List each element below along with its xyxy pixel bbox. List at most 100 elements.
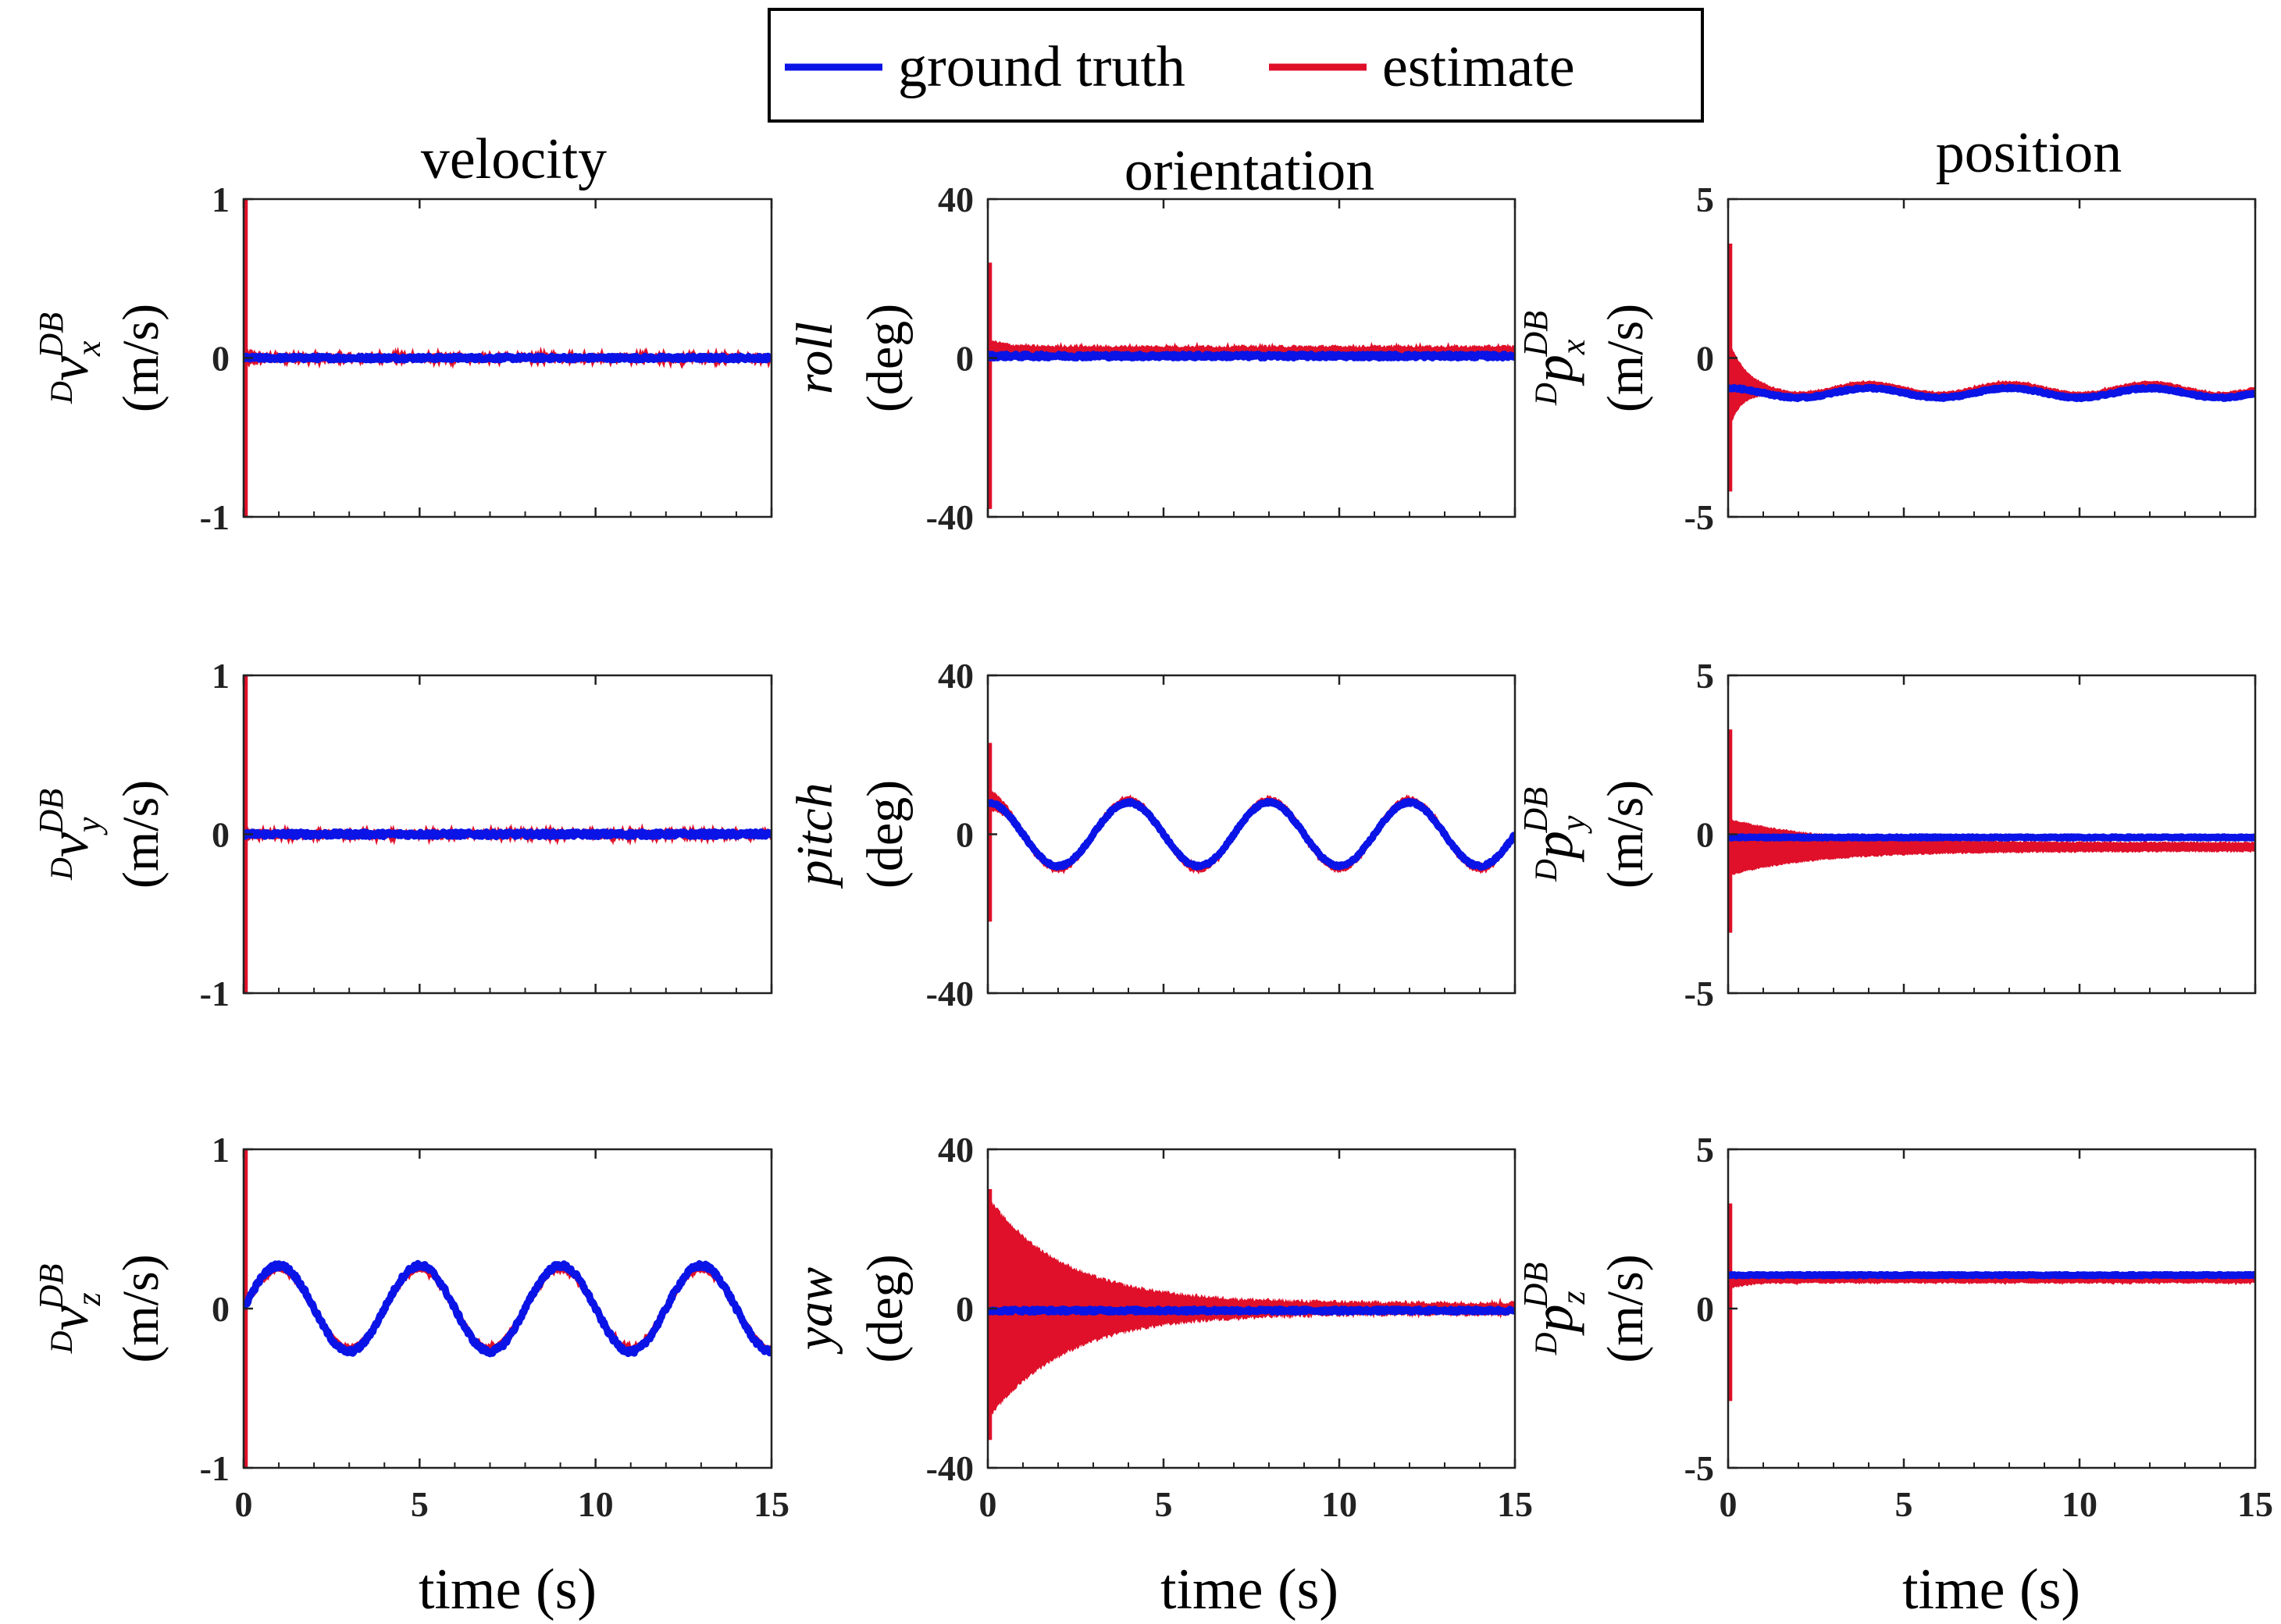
y-axis-unit: (m/s) [112, 1254, 169, 1362]
y-axis-label-pitch: pitch (deg) [786, 780, 914, 889]
y-axis-label-pz: DpzDB (m/s) [1517, 1254, 1654, 1362]
y-axis-symbol: yaw [786, 1267, 843, 1355]
x-tick-label: 5 [411, 1484, 429, 1524]
x-tick-label: 0 [979, 1484, 997, 1524]
panel-vy: -1 0 1 DvyDB (m/s) [32, 656, 773, 1013]
x-axis-label-position: time (s) [1902, 1558, 2080, 1622]
x-tick-label: 5 [1155, 1484, 1173, 1524]
y-axis-symbol: DvzDB [32, 1264, 108, 1355]
y-tick-label: 40 [938, 180, 974, 219]
estimate-line-pz [1728, 1273, 2255, 1286]
x-axis-label-velocity: time (s) [419, 1558, 597, 1622]
ground-truth-line-pitch [988, 797, 1515, 871]
y-axis-symbol: DpxDB [1517, 311, 1592, 406]
plot-area-pz [1728, 1149, 2255, 1468]
plot-area-px [1728, 199, 2255, 517]
y-tick-label: -40 [926, 1448, 974, 1488]
x-tick-label: 10 [1321, 1484, 1357, 1524]
estimate-line-py [1728, 840, 2255, 853]
y-axis-unit: (m/s) [1597, 1254, 1654, 1362]
plot-content-px [1728, 243, 2255, 492]
ground-truth-line-yaw [988, 1305, 1515, 1316]
x-tick-label: 10 [2062, 1484, 2097, 1524]
ground-truth-line-py [1728, 833, 2255, 842]
y-axis-label-yaw: yaw (deg) [786, 1254, 914, 1362]
panel-px: -5 0 5 DpxDB (m/s) [1517, 180, 2257, 537]
y-axis-label-vz: DvzDB (m/s) [32, 1254, 169, 1362]
y-axis-symbol: roll [786, 322, 843, 394]
plot-content-pz [1728, 1203, 2255, 1401]
y-axis-label-vy: DvyDB (m/s) [32, 780, 169, 889]
y-axis-unit: (m/s) [112, 780, 169, 889]
y-axis-unit: (deg) [857, 304, 914, 412]
y-tick-label: 1 [212, 180, 230, 219]
column-title-velocity: velocity [421, 127, 607, 191]
y-tick-label: 1 [212, 656, 230, 696]
y-tick-label: -40 [926, 974, 974, 1013]
y-tick-label: 40 [938, 656, 974, 696]
column-title-position: position [1936, 121, 2122, 185]
y-tick-label: 5 [1696, 180, 1714, 219]
plot-area-vz [244, 1149, 772, 1468]
y-axis-label-roll: roll (deg) [786, 304, 914, 412]
y-tick-label: -5 [1684, 497, 1714, 537]
panel-py: -5 0 5 DpyDB (m/s) [1517, 656, 2257, 1013]
x-tick-label: 15 [2237, 1484, 2273, 1524]
y-tick-label: 40 [938, 1130, 974, 1170]
column-title-orientation: orientation [1124, 139, 1375, 203]
y-axis-label-py: DpyDB (m/s) [1517, 780, 1654, 889]
panel-roll: -40 0 40 roll (deg) [786, 180, 1517, 537]
ground-truth-line-px [1728, 383, 2255, 403]
x-tick-label: 15 [754, 1484, 789, 1524]
y-axis-label-vx: DvxDB (m/s) [32, 304, 169, 412]
y-axis-unit: (m/s) [1597, 304, 1654, 412]
y-tick-label: 1 [212, 1130, 230, 1170]
legend-box [768, 8, 1704, 123]
ground-truth-line-vy [244, 828, 772, 841]
y-tick-label: 0 [1696, 339, 1714, 379]
y-tick-label: -1 [200, 1448, 230, 1488]
y-tick-label: 0 [956, 815, 974, 855]
y-tick-label: -5 [1684, 974, 1714, 1013]
y-tick-label: 0 [212, 339, 230, 379]
panel-pitch: -40 0 40 pitch (deg) [786, 656, 1517, 1013]
y-tick-label: -40 [926, 497, 974, 537]
plot-content-vx [244, 199, 772, 517]
panel-vx: -1 0 1 DvxDB (m/s) [32, 180, 773, 537]
plot-area-pitch [988, 675, 1515, 993]
ground-truth-line-roll [988, 350, 1515, 361]
y-axis-symbol: DvxDB [32, 312, 108, 404]
y-axis-unit: (deg) [857, 1254, 914, 1362]
y-axis-symbol: DpzDB [1517, 1263, 1592, 1356]
y-axis-label-px: DpxDB (m/s) [1517, 304, 1654, 412]
plot-content-yaw [988, 1189, 1515, 1441]
legend: ground truth estimate [768, 8, 1704, 123]
y-tick-label: -1 [200, 497, 230, 537]
y-tick-label: 0 [212, 815, 230, 855]
x-tick-label: 15 [1497, 1484, 1533, 1524]
estimate-line-roll [988, 341, 1515, 360]
x-tick-label: 0 [1720, 1484, 1737, 1524]
x-axis-label-orientation: time (s) [1160, 1558, 1338, 1622]
y-tick-label: 5 [1696, 1130, 1714, 1170]
x-tick-label: 0 [235, 1484, 253, 1524]
x-tick-label: 10 [578, 1484, 614, 1524]
y-tick-label: 0 [1696, 815, 1714, 855]
x-tick-label: 5 [1895, 1484, 1913, 1524]
legend-label-ground-truth: ground truth [898, 35, 1185, 99]
ground-truth-line-pz [1728, 1270, 2255, 1280]
y-axis-symbol: DpyDB [1517, 787, 1592, 882]
y-tick-label: 5 [1696, 656, 1714, 696]
legend-label-estimate: estimate [1382, 35, 1575, 99]
y-tick-label: 0 [956, 339, 974, 379]
plot-content-py [1728, 729, 2255, 933]
y-tick-label: -5 [1684, 1448, 1714, 1488]
y-axis-unit: (deg) [857, 780, 914, 889]
ground-truth-line-vx [244, 352, 772, 364]
plot-content-roll [988, 262, 1515, 509]
